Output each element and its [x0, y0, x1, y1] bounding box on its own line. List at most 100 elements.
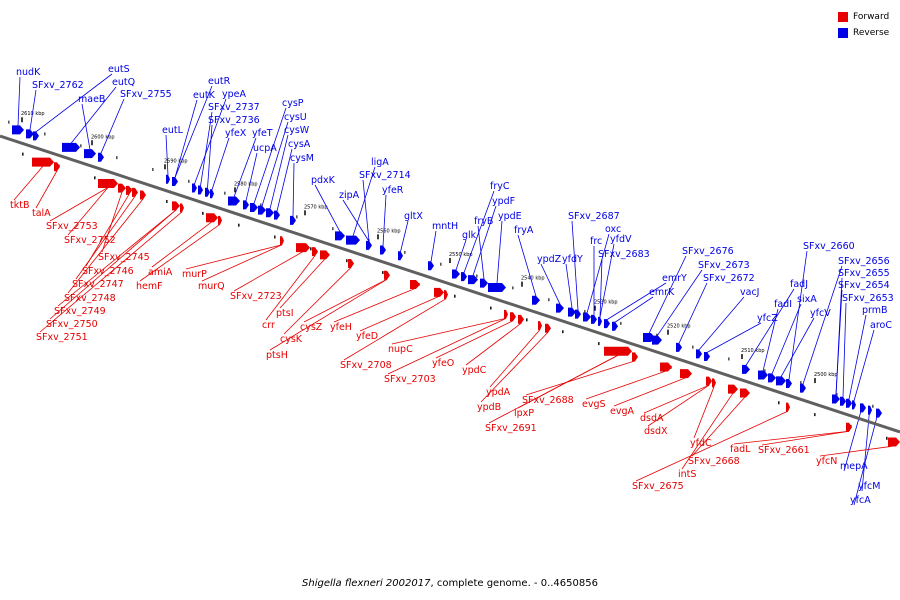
- reverse-gene-arrow: [742, 364, 750, 374]
- tick-label: 2570 kbp: [304, 204, 328, 210]
- leader-line: [70, 86, 117, 144]
- reverse-gene-arrow: [452, 269, 460, 279]
- reverse-gene-arrow: [568, 307, 576, 317]
- gene-label-sfxv-2653: SFxv_2653: [842, 293, 894, 304]
- forward-gene-arrow: [888, 437, 900, 447]
- gene-label-sfxv-2683: SFxv_2683: [598, 249, 650, 260]
- minor-tick: [44, 132, 46, 136]
- leader-line: [29, 89, 37, 130]
- leader-line: [517, 234, 537, 297]
- leader-line: [362, 179, 370, 242]
- forward-gene-arrow: [320, 250, 330, 260]
- leader-line: [194, 98, 227, 185]
- leader-line: [75, 196, 136, 280]
- minor-tick: [166, 199, 168, 203]
- leader-line: [200, 111, 213, 187]
- forward-gene-arrow: [545, 323, 551, 333]
- leader-line: [314, 184, 341, 233]
- forward-gene-arrow: [786, 402, 790, 412]
- gene-label-sfxv-2687: SFxv_2687: [568, 211, 620, 222]
- leader-line: [100, 98, 125, 154]
- reverse-gene-arrow: [696, 349, 702, 359]
- reverse-gene-arrow: [800, 383, 806, 393]
- leader-line: [480, 331, 549, 403]
- forward-gene-arrow: [706, 376, 712, 386]
- leader-line: [780, 317, 815, 378]
- leader-line: [648, 255, 687, 334]
- gene-label-pdxk: pdxK: [311, 175, 336, 186]
- reverse-gene-arrow: [228, 196, 240, 206]
- forward-gene-arrow: [444, 290, 448, 300]
- leader-line: [678, 282, 708, 344]
- gene-label-eutk: eutK: [193, 90, 216, 101]
- reverse-gene-arrow: [258, 205, 266, 215]
- leader-line: [606, 282, 667, 320]
- gene-label-yfdc: yfdC: [690, 438, 712, 449]
- reverse-gene-arrow: [266, 208, 274, 218]
- forward-gene-arrow: [312, 247, 318, 257]
- gene-label-sfxv-2752: SFxv_2752: [64, 235, 116, 246]
- gene-label-sfxv-2654: SFxv_2654: [838, 280, 890, 291]
- gene-label-yfcn: yfcN: [816, 456, 837, 467]
- leader-line: [693, 386, 715, 439]
- reverse-gene-arrow: [786, 378, 792, 388]
- leader-line: [185, 244, 283, 270]
- gene-label-sfxv-2762: SFxv_2762: [32, 80, 84, 91]
- legend: Forward Reverse: [838, 9, 889, 41]
- minor-tick: [116, 156, 118, 160]
- tick-label: 2600 kbp: [91, 134, 115, 140]
- caption-rest: , complete genome. - 0..4650856: [430, 578, 598, 589]
- gene-label-frc: frc: [590, 236, 602, 247]
- reverse-gene-arrow: [704, 352, 710, 362]
- reverse-gene-arrow: [290, 215, 296, 225]
- minor-tick: [404, 250, 406, 254]
- reverse-gene-arrow: [676, 342, 682, 352]
- reverse-gene-arrow: [428, 261, 434, 271]
- forward-gene-arrow: [680, 369, 692, 379]
- gene-label-mnth: mntH: [432, 221, 458, 232]
- leader-line: [342, 199, 370, 242]
- minor-tick: [22, 152, 24, 156]
- leader-line: [39, 211, 183, 333]
- leader-line: [819, 445, 895, 457]
- gene-label-sfxv-2708: SFxv_2708: [340, 360, 392, 371]
- legend-forward-label: Forward: [853, 12, 890, 22]
- gene-label-sfxv-2676: SFxv_2676: [682, 246, 734, 257]
- gene-label-yfeh: yfeH: [330, 322, 352, 333]
- forward-gene-arrow: [510, 312, 516, 322]
- leader-line: [13, 165, 44, 201]
- reverse-gene-arrow: [380, 245, 386, 255]
- forward-gene-arrow: [218, 215, 222, 225]
- gene-label-sfxv-2688: SFxv_2688: [522, 395, 574, 406]
- gene-label-sfxv-2753: SFxv_2753: [46, 221, 98, 232]
- tick-label: 2560 kbp: [377, 228, 401, 234]
- gene-label-yfcm: yfcM: [858, 481, 880, 492]
- gene-label-fadj: fadJ: [790, 279, 808, 290]
- reverse-gene-arrow: [192, 183, 197, 193]
- leader-line: [400, 220, 409, 252]
- minor-tick: [238, 223, 240, 227]
- gene-label-sfxv-2668: SFxv_2668: [688, 456, 740, 467]
- leader-line: [586, 233, 610, 314]
- gene-label-gltx: gltX: [404, 211, 423, 222]
- gene-label-zipa: zipA: [339, 190, 360, 201]
- leader-line: [802, 265, 843, 385]
- forward-gene-arrow: [504, 309, 508, 319]
- forward-gene-arrow: [518, 314, 524, 324]
- gene-label-ptsi: ptsI: [276, 308, 294, 319]
- gene-label-sfxv-2675: SFxv_2675: [632, 481, 684, 492]
- leader-line: [465, 323, 522, 366]
- tick-label: 2530 kbp: [594, 300, 618, 306]
- forward-gene-arrow: [712, 378, 716, 388]
- gene-label-fadi: fadI: [774, 299, 792, 310]
- gene-label-ypda: ypdA: [486, 387, 511, 398]
- gene-label-yfca: yfcA: [850, 495, 871, 506]
- leader-line: [283, 267, 352, 335]
- gene-label-maeb: maeB: [78, 94, 105, 105]
- gene-label-sfxv-2691: SFxv_2691: [485, 423, 537, 434]
- forward-gene-arrow: [126, 185, 132, 195]
- leader-line: [643, 384, 710, 414]
- reverse-gene-arrow: [604, 319, 610, 329]
- leader-line: [647, 384, 710, 427]
- forward-gene-arrow: [132, 187, 138, 197]
